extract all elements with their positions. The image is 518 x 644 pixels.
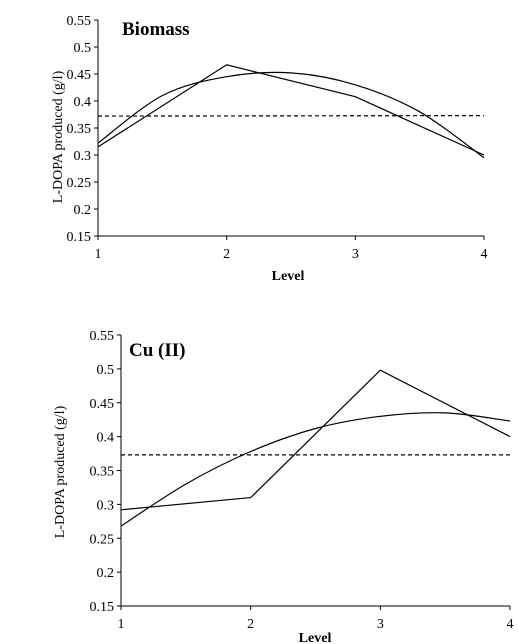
plot-area: 0.15 0.2 0.25 0.3 0.35 0.4 0.45 0.5 0.55 1 2 3 4: [90, 329, 514, 632]
x-tick-label: 3: [352, 247, 359, 262]
y-tick-label: 0.4: [74, 95, 92, 110]
y-tick-label: 0.35: [67, 122, 92, 137]
y-axis-label: L-DOPA produced (g/l): [53, 405, 68, 538]
x-tick-label: 1: [118, 617, 125, 632]
x-tick-label: 2: [223, 247, 230, 262]
x-tick-label: 4: [481, 247, 488, 262]
x-axis-label: Level: [272, 269, 305, 284]
y-tick-label: 0.35: [90, 465, 115, 480]
y-tick-label: 0.45: [90, 397, 115, 412]
y-tick-label: 0.3: [97, 498, 115, 513]
fitted-curve: [120, 412, 511, 527]
chart-title: Cu (II): [129, 340, 185, 361]
chart-cu-ii: Cu (II) Level L-DOPA produced (g/l) 0.15…: [53, 329, 514, 644]
y-tick-label: 0.2: [97, 566, 115, 581]
y-tick-label: 0.55: [67, 14, 92, 29]
x-axis-label: Level: [299, 631, 332, 644]
y-tick-label: 0.25: [67, 176, 92, 191]
y-tick-label: 0.4: [97, 431, 115, 446]
y-tick-label: 0.55: [90, 329, 115, 344]
x-tick-label: 2: [247, 617, 254, 632]
y-tick-label: 0.25: [90, 532, 115, 547]
y-tick-label: 0.45: [67, 68, 92, 83]
chart-title: Biomass: [122, 19, 190, 40]
observed-line: [120, 369, 511, 511]
y-axis-label: L-DOPA produced (g/l): [51, 70, 66, 203]
chart-biomass: Biomass Level L-DOPA produced (g/l) 0.15…: [51, 14, 488, 284]
x-tick-label: 4: [507, 617, 514, 632]
x-tick-label: 3: [377, 617, 384, 632]
plot-area: 0.15 0.2 0.25 0.3 0.35 0.4 0.45 0.5 0.55 1 2 3 4: [67, 14, 488, 262]
y-tick-label: 0.15: [90, 600, 115, 615]
x-tick-label: 1: [95, 247, 102, 262]
observed-line: [97, 64, 485, 156]
y-tick-label: 0.5: [74, 41, 92, 56]
y-tick-label: 0.3: [74, 149, 92, 164]
mean-dashed-line: [97, 115, 485, 117]
y-tick-label: 0.15: [67, 230, 92, 245]
fitted-curve: [97, 71, 485, 159]
y-tick-label: 0.2: [74, 203, 92, 218]
y-tick-label: 0.5: [97, 363, 115, 378]
